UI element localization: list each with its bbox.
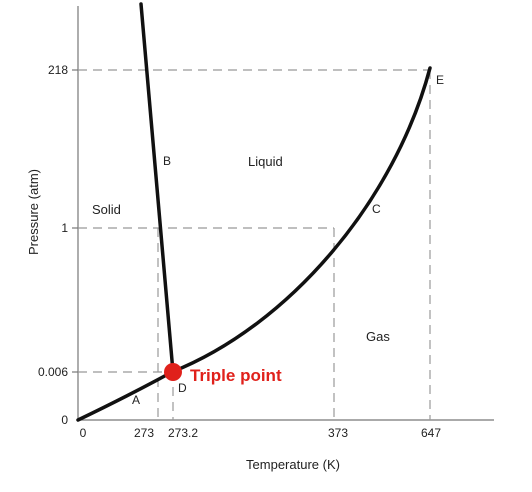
- y-tick-label-218: 218: [48, 63, 68, 77]
- melting-curve: [139, 2, 175, 374]
- y-tick-label-0: 0: [61, 413, 68, 427]
- x-tick-label-647: 647: [421, 426, 441, 440]
- sublimation-curve: [76, 370, 174, 422]
- x-tick-label-373: 373: [328, 426, 348, 440]
- region-label-solid: Solid: [92, 202, 121, 217]
- x-tick-label-2732: 273.2: [168, 426, 198, 440]
- triple-point-label: Triple point: [190, 366, 282, 385]
- curve-label-d: D: [178, 381, 187, 395]
- vaporization-curve: [170, 66, 432, 374]
- region-label-gas: Gas: [366, 329, 390, 344]
- triple-point-marker: [164, 363, 182, 381]
- y-tick-label-1: 1: [61, 221, 68, 235]
- x-tick-label-273: 273: [134, 426, 154, 440]
- y-axis-title: Pressure (atm): [26, 169, 41, 255]
- curve-label-e: E: [436, 73, 444, 87]
- x-axis-title: Temperature (K): [246, 457, 340, 472]
- x-tick-label-0: 0: [80, 426, 87, 440]
- curve-label-b: B: [163, 154, 171, 168]
- curve-label-a: A: [132, 393, 140, 407]
- region-label-liquid: Liquid: [248, 154, 283, 169]
- curve-label-c: C: [372, 202, 381, 216]
- y-tick-label-0006: 0.006: [38, 365, 68, 379]
